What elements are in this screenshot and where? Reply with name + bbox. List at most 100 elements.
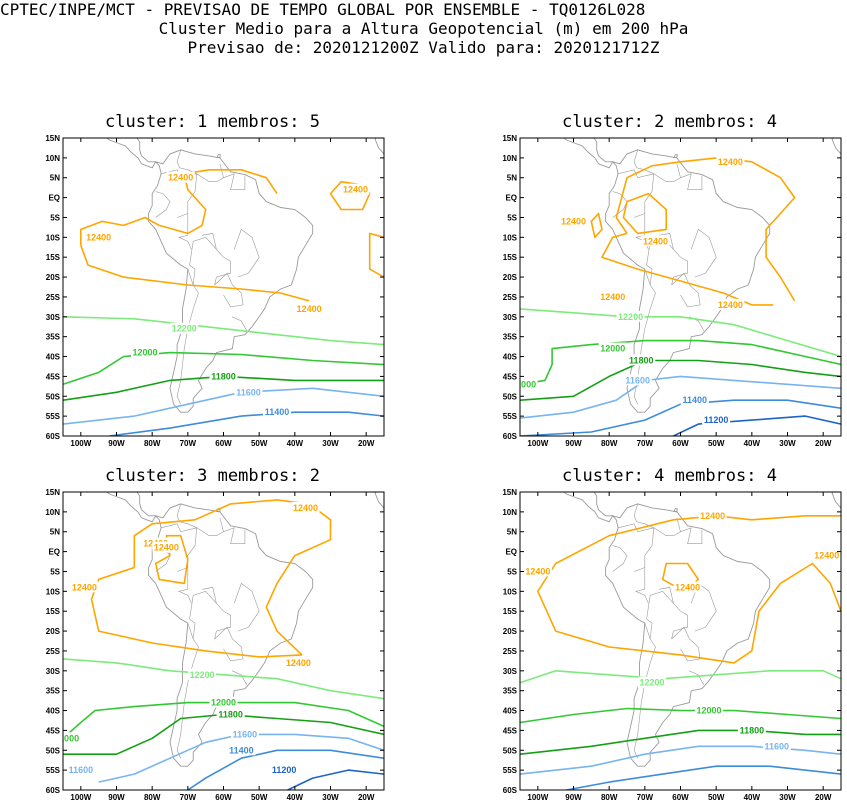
map-panel-cluster-2: cluster: 2 membros: 4 12400 12400 12400 124… [477,112,847,448]
contour-label-text: 12000 [511,379,536,389]
map-frame [62,491,385,791]
contour-label-text: 11600 [69,765,94,775]
country-border [155,191,171,218]
contour-label-text: 11200 [704,415,729,425]
contour-label-text: 12400 [814,551,839,561]
map-panel-cluster-1: cluster: 1 membros: 5 12400 12400 12400 124… [20,112,405,448]
contour-label: 11800 [627,354,656,366]
contour-label-text: 11200 [272,765,297,775]
map-svg: 12400 12400 12400 12400 12200 12000 1180011600… [502,478,842,802]
coastline [673,508,678,512]
lat-tick-label: 25S [46,293,61,302]
country-border [612,545,628,572]
isohypse-11200 [287,769,384,790]
lat-tick-label: 10S [46,233,61,242]
coastline [563,492,614,523]
lat-tick-label: 10S [503,233,518,242]
lat-tick-label: 10S [503,587,518,596]
panel-title: cluster: 3 membros: 2 [105,466,320,486]
contour-label: 11200 [270,764,299,776]
lon-tick-label: 40W [287,793,304,802]
contour-label: 12000 [209,696,238,708]
coastline [595,106,627,118]
lat-tick-label: 10N [45,508,60,517]
isohypse-11600 [520,375,841,419]
isohypse-11800 [520,359,841,401]
map-svg: 1240012400124001240012400122001200011800… [45,478,385,802]
lat-tick-label: 60S [46,432,61,441]
contour-label: 12400 [70,581,99,593]
lon-tick-label: 80W [601,439,618,448]
isohypse-11800 [520,729,841,755]
lat-tick-label: 35S [46,333,61,342]
lon-tick-label: 30W [322,439,339,448]
contour-label: 12400 [291,501,320,513]
country-border [633,623,656,759]
contour-label: 11800 [209,370,238,382]
contour-label: 12000 [131,346,160,358]
lat-tick-label: EQ [48,194,60,203]
contour-label-text: 12400 [343,185,368,195]
contour-label: 12200 [637,676,666,688]
contour-label: 12000 [598,342,627,354]
contour-label-text: 12400 [600,292,625,302]
lat-tick-label: 40S [46,707,61,716]
lon-tick-label: 100W [527,439,548,448]
country-border [233,228,260,278]
contour-label-text: 12400 [168,173,193,183]
contour-label: 11600 [234,386,263,398]
country-border [189,236,231,286]
contour-label-text: 11400 [229,745,254,755]
contour-label: 12400 [84,231,113,243]
contour-label: 11400 [263,406,291,418]
contour-label-text: 12200 [190,670,215,680]
lon-tick-label: 50W [251,439,268,448]
lat-tick-label: 35S [503,687,518,696]
lon-tick-label: 90W [565,439,582,448]
lat-tick-label: 50S [503,746,518,755]
isohypse-12400 [622,192,667,235]
isohypse-12000 [520,707,841,724]
lat-tick-label: 45S [46,372,61,381]
coastline [605,503,771,767]
contour-label: 12200 [188,668,217,680]
map-content: 12400 12400 12400 12400 12400 12200 12000 11800… [511,106,841,436]
coastline [374,138,384,167]
coastline [616,478,622,481]
map-svg: 12400 12400 12400 12400 12200 12000 1180011600… [45,124,385,448]
contour-label: 12400 [716,298,745,310]
coastline [198,124,204,126]
coastline [631,119,651,126]
country-border [618,523,655,568]
lat-tick-label: 15N [45,134,60,143]
lon-tick-label: 30W [779,793,796,802]
coastline [655,478,661,480]
contour-label: 12000 [511,378,538,390]
country-border [671,626,701,662]
lat-tick-label: EQ [505,194,517,203]
coastline [673,154,678,158]
lat-tick-label: 55S [503,766,518,775]
lat-tick-label: 15N [502,488,517,497]
coastline [198,478,204,480]
lat-tick-label: 35S [503,333,518,342]
contour-label-text: 11400 [265,407,290,417]
country-border [671,272,701,308]
lat-tick-label: 55S [46,766,61,775]
lat-tick-label: 30S [503,313,518,322]
contour-label-text: 11800 [629,356,654,366]
coastline [138,106,170,118]
lon-tick-label: 20W [358,439,375,448]
country-border [653,517,681,536]
isohypse-12200 [520,670,841,684]
lon-tick-label: 90W [108,793,125,802]
isohypse-11600 [98,733,384,783]
country-border [659,233,674,250]
lat-tick-label: EQ [48,548,60,557]
contour-label: 12400 [284,656,313,668]
panel-title: cluster: 4 membros: 4 [562,466,777,486]
contour-label: 11600 [762,740,791,752]
panel-title: cluster: 1 membros: 5 [105,112,320,132]
lat-tick-label: 15S [503,253,518,262]
country-border [680,527,703,544]
